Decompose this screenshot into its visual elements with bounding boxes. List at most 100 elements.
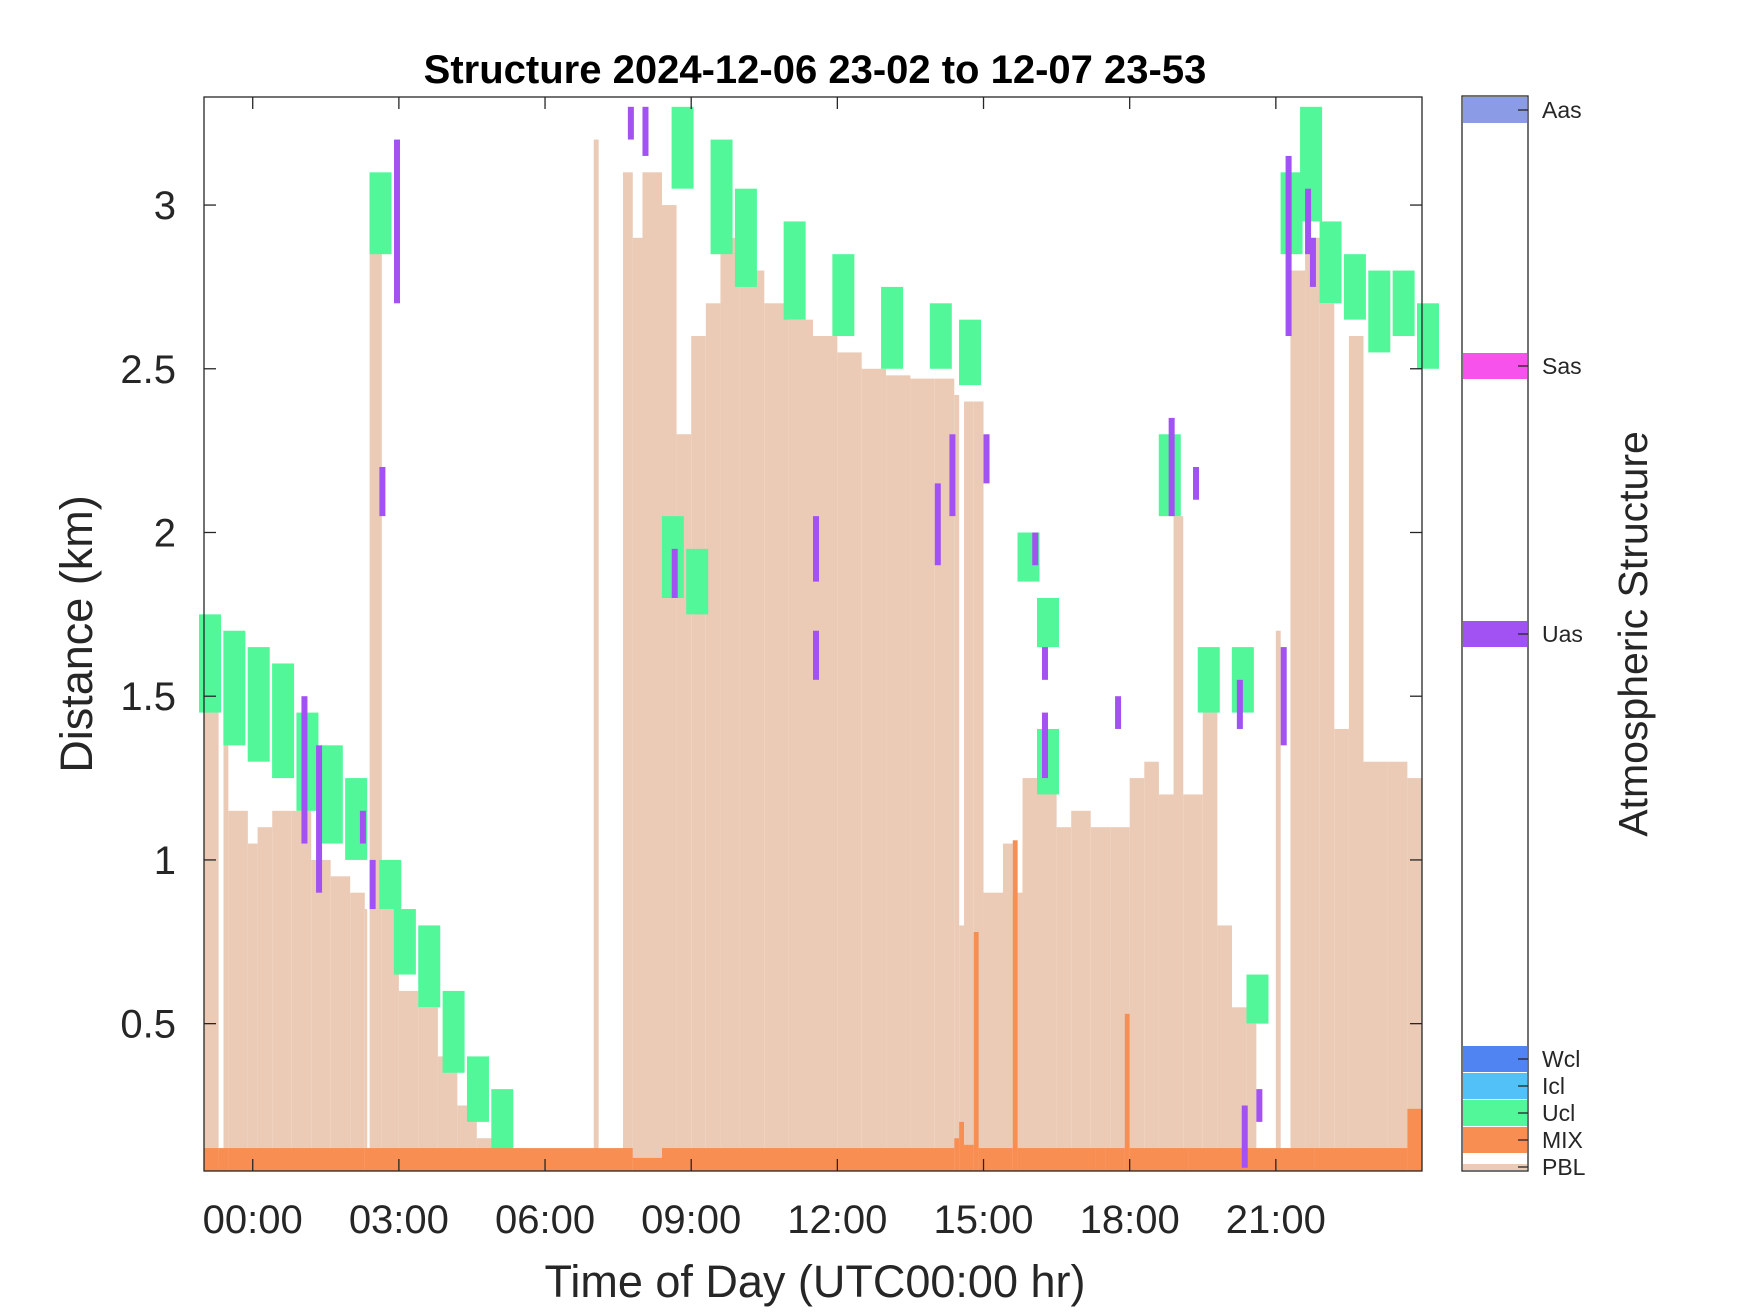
mix-bar-11 bbox=[978, 1148, 1013, 1171]
colorbar-swatch-aas bbox=[1463, 97, 1527, 123]
ucl-band-28 bbox=[1197, 647, 1220, 713]
ucl-band-8 bbox=[379, 859, 402, 910]
pbl-bar-35 bbox=[764, 303, 789, 1171]
pbl-bar-54 bbox=[1090, 827, 1111, 1171]
colorbar-label-pbl: PBL bbox=[1542, 1154, 1586, 1180]
pbl-bar-52 bbox=[1056, 827, 1072, 1171]
pbl-bar-34 bbox=[739, 270, 765, 1171]
colorbar-label-icl: Icl bbox=[1542, 1073, 1565, 1099]
y-tick-label-4: 2.5 bbox=[120, 348, 176, 392]
uas-segment-26 bbox=[1309, 237, 1316, 287]
y-tick-label-5: 3 bbox=[154, 184, 176, 228]
x-tick-label-0: 00:00 bbox=[203, 1198, 303, 1242]
x-tick-label-2: 06:00 bbox=[495, 1198, 595, 1242]
pbl-bar-59 bbox=[1173, 516, 1184, 1171]
pbl-bar-28 bbox=[642, 172, 662, 1171]
pbl-bar-39 bbox=[861, 368, 887, 1171]
pbl-bar-2 bbox=[223, 696, 229, 1171]
y-tick-label-1: 1 bbox=[154, 839, 176, 883]
ucl-band-9 bbox=[393, 909, 416, 975]
pbl-bar-44 bbox=[959, 925, 965, 1171]
ucl-band-33 bbox=[1319, 221, 1342, 304]
mix-bar-20 bbox=[1314, 1148, 1408, 1171]
colorbar-label-mix: MIX bbox=[1542, 1127, 1583, 1153]
pbl-bar-75 bbox=[1387, 761, 1408, 1171]
uas-segment-5 bbox=[394, 139, 401, 304]
pbl-bar-9 bbox=[330, 876, 351, 1171]
ucl-band-15 bbox=[671, 106, 694, 189]
mix-bar-6 bbox=[661, 1148, 955, 1171]
ucl-band-37 bbox=[1417, 303, 1439, 369]
colorbar-label-uas: Uas bbox=[1542, 621, 1583, 647]
ucl-band-22 bbox=[929, 303, 952, 369]
ucl-band-18 bbox=[734, 188, 757, 287]
pbl-bar-48 bbox=[1003, 843, 1013, 1171]
mix-bar-13 bbox=[1017, 1148, 1096, 1171]
pbl-bar-5 bbox=[257, 827, 273, 1171]
ucl-band-20 bbox=[832, 254, 855, 337]
uas-segment-9 bbox=[813, 630, 819, 680]
ucl-band-12 bbox=[466, 1056, 489, 1122]
y-tick-label-0: 0.5 bbox=[120, 1003, 176, 1047]
colorbar-swatch-icl bbox=[1463, 1073, 1527, 1099]
pbl-bar-7 bbox=[291, 810, 312, 1171]
pbl-bar-0 bbox=[204, 679, 219, 1171]
pbl-bar-26 bbox=[622, 172, 633, 1171]
pbl-bar-47 bbox=[983, 892, 1004, 1171]
y-tick-label-2: 1.5 bbox=[120, 675, 176, 719]
mix-bar-1 bbox=[218, 1148, 229, 1171]
ucl-band-2 bbox=[247, 647, 270, 762]
pbl-bar-71 bbox=[1319, 303, 1335, 1171]
pbl-bar-3 bbox=[228, 810, 248, 1171]
uas-segment-10 bbox=[813, 516, 819, 582]
pbl-bar-10 bbox=[350, 892, 365, 1171]
uas-segment-2 bbox=[359, 810, 366, 844]
pbl-bar-42 bbox=[934, 378, 955, 1172]
ucl-band-16 bbox=[686, 548, 709, 615]
pbl-bar-57 bbox=[1144, 761, 1159, 1171]
ucl-band-5 bbox=[320, 745, 343, 844]
pbl-bar-15 bbox=[398, 990, 419, 1171]
mix-bar-0 bbox=[204, 1148, 219, 1171]
pbl-bar-36 bbox=[788, 319, 813, 1171]
uas-segment-7 bbox=[642, 106, 649, 156]
mix-bar-21 bbox=[1407, 1108, 1422, 1171]
pbl-bar-51 bbox=[1041, 745, 1057, 1171]
x-tick-label-7: 21:00 bbox=[1226, 1198, 1326, 1242]
pbl-bar-43 bbox=[954, 394, 960, 1172]
ucl-band-30 bbox=[1246, 974, 1269, 1024]
mix-bar-2 bbox=[228, 1148, 365, 1171]
ucl-band-35 bbox=[1368, 270, 1391, 353]
ucl-band-19 bbox=[783, 221, 806, 320]
mix-bar-4 bbox=[432, 1148, 633, 1171]
pbl-bar-64 bbox=[1246, 1023, 1257, 1171]
pbl-bar-8 bbox=[311, 859, 331, 1171]
ucl-band-23 bbox=[959, 319, 982, 386]
plot-frame bbox=[203, 96, 1423, 1172]
colorbar-swatch-wcl bbox=[1463, 1046, 1527, 1072]
ucl-band-1 bbox=[223, 630, 246, 746]
uas-segment-17 bbox=[1115, 696, 1122, 729]
x-axis-label: Time of Day (UTC00:00 hr) bbox=[545, 1256, 1086, 1307]
pbl-bar-46 bbox=[973, 401, 984, 1171]
ucl-band-0 bbox=[199, 614, 221, 713]
x-tick-label-1: 03:00 bbox=[349, 1198, 449, 1242]
uas-segment-1 bbox=[316, 745, 323, 893]
x-tick-label-3: 09:00 bbox=[641, 1198, 741, 1242]
uas-segment-23 bbox=[1280, 647, 1287, 746]
uas-segment-3 bbox=[369, 859, 376, 910]
uas-segment-18 bbox=[1168, 417, 1175, 517]
mix-bar-7 bbox=[954, 1138, 960, 1171]
uas-segment-0 bbox=[301, 696, 308, 844]
x-tick-label-6: 18:00 bbox=[1080, 1198, 1180, 1242]
colorbar-label-wcl: Wcl bbox=[1542, 1046, 1580, 1072]
pbl-bar-60 bbox=[1183, 794, 1203, 1171]
y-tick-label-3: 2 bbox=[154, 511, 176, 555]
uas-segment-8 bbox=[671, 548, 678, 598]
colorbar-label-sas: Sas bbox=[1542, 353, 1582, 379]
pbl-bar-38 bbox=[837, 352, 862, 1171]
pbl-bar-58 bbox=[1158, 794, 1174, 1171]
mix-bar-19 bbox=[1246, 1148, 1315, 1171]
